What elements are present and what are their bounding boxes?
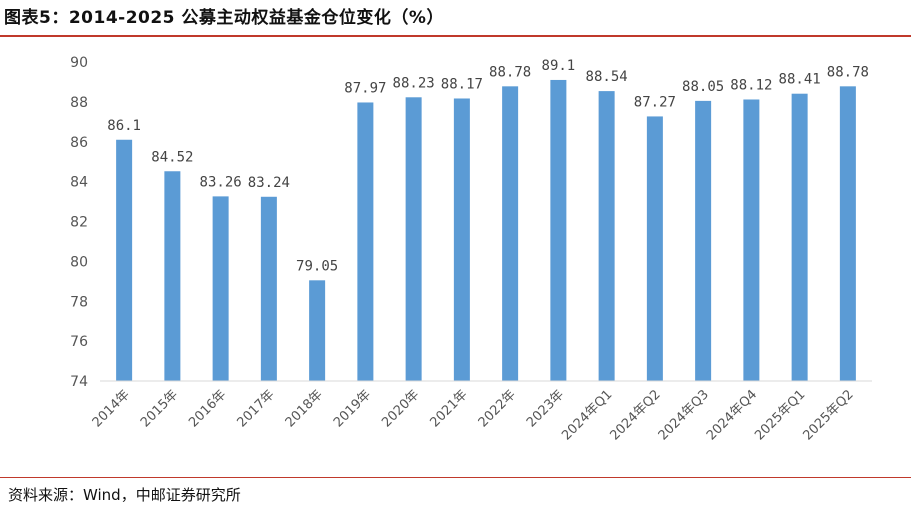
x-axis: 2014年 2015年 2016年 2017年 2018年 2019年 2020年 2021年…	[90, 380, 872, 444]
bar	[743, 99, 760, 382]
x-tick-label: 2024年Q3	[656, 387, 712, 443]
x-tick-label: 2020年	[379, 387, 422, 430]
data-label: 87.97	[344, 80, 386, 96]
data-label: 87.27	[634, 94, 676, 110]
x-tick-label: 2022年	[476, 387, 519, 430]
data-label: 88.78	[489, 64, 531, 80]
bar	[164, 171, 181, 381]
x-tick-label: 2019年	[331, 387, 374, 430]
y-tick-label: 86	[70, 135, 88, 151]
bar	[212, 196, 229, 381]
data-label: 83.26	[200, 174, 242, 190]
bar-chart: 74 76 78 80 82 84 86 88 90 86.1 84.52 83.26 83.24 79…	[70, 55, 872, 444]
bar	[646, 116, 663, 381]
data-label: 88.12	[730, 77, 772, 93]
bar	[260, 196, 277, 381]
x-tick-label: 2024年Q2	[607, 387, 663, 443]
bar	[598, 91, 615, 381]
bar	[695, 100, 712, 382]
data-labels: 86.1 84.52 83.26 83.24 79.05 87.97 88.23 88.17 8…	[107, 58, 869, 274]
x-tick-label: 2014年	[90, 387, 133, 430]
data-label: 86.1	[107, 118, 141, 134]
bar	[116, 139, 133, 381]
y-tick-label: 88	[70, 95, 88, 111]
y-tick-label: 80	[70, 254, 88, 270]
bottom-divider	[0, 477, 911, 478]
x-tick-label: 2024年Q1	[559, 387, 615, 443]
bar	[357, 102, 374, 382]
x-tick-label: 2025年Q1	[752, 387, 808, 443]
bar	[550, 79, 567, 381]
chart-title: 图表5：2014-2025 公募主动权益基金仓位变化（%）	[4, 8, 444, 28]
top-divider	[0, 35, 911, 37]
bar-series	[116, 79, 856, 382]
bar	[502, 86, 519, 381]
x-tick-label: 2021年	[428, 387, 471, 430]
y-axis: 74 76 78 80 82 84 86 88 90	[70, 55, 88, 390]
bar	[791, 93, 808, 381]
x-tick-label: 2018年	[283, 387, 326, 430]
data-label: 88.23	[393, 75, 435, 91]
data-label: 79.05	[296, 258, 338, 274]
y-tick-label: 76	[70, 334, 88, 350]
x-tick-label: 2017年	[235, 387, 278, 430]
data-label: 88.41	[779, 72, 821, 88]
data-label: 88.17	[441, 76, 483, 92]
data-label: 89.1	[542, 58, 576, 74]
source-note: 资料来源：Wind，中邮证券研究所	[8, 486, 241, 504]
bar	[839, 86, 856, 381]
bar	[405, 97, 422, 382]
y-tick-label: 90	[70, 55, 88, 71]
x-tick-label: 2023年	[524, 387, 567, 430]
x-tick-label: 2024年Q4	[704, 387, 760, 443]
x-tick-label: 2016年	[186, 387, 229, 430]
data-label: 88.78	[827, 64, 869, 80]
data-label: 88.54	[586, 69, 628, 85]
y-tick-label: 78	[70, 294, 88, 310]
y-tick-label: 74	[70, 374, 88, 390]
data-label: 83.24	[248, 175, 290, 191]
data-label: 84.52	[151, 149, 193, 165]
bar	[453, 98, 470, 381]
data-label: 88.05	[682, 79, 724, 95]
bar	[309, 280, 326, 381]
x-tick-label: 2015年	[138, 387, 181, 430]
y-tick-label: 82	[70, 215, 88, 231]
y-tick-label: 84	[70, 175, 88, 191]
x-tick-label: 2025年Q2	[800, 387, 856, 443]
